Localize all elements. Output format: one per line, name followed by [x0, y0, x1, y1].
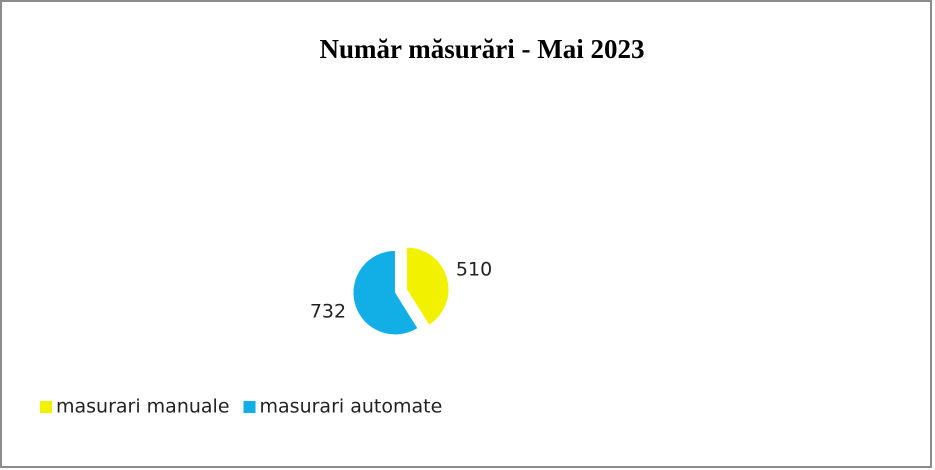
legend-label: masurari manuale [56, 396, 230, 418]
data-label: 732 [310, 301, 346, 323]
chart-title: Număr măsurări - Mai 2023 [320, 34, 645, 64]
pie-slice [406, 247, 450, 326]
legend-swatch [243, 401, 256, 413]
pie-slice [353, 250, 418, 335]
legend-swatch [40, 401, 52, 413]
legend-label: masurari automate [260, 396, 443, 418]
data-label: 510 [456, 258, 492, 280]
